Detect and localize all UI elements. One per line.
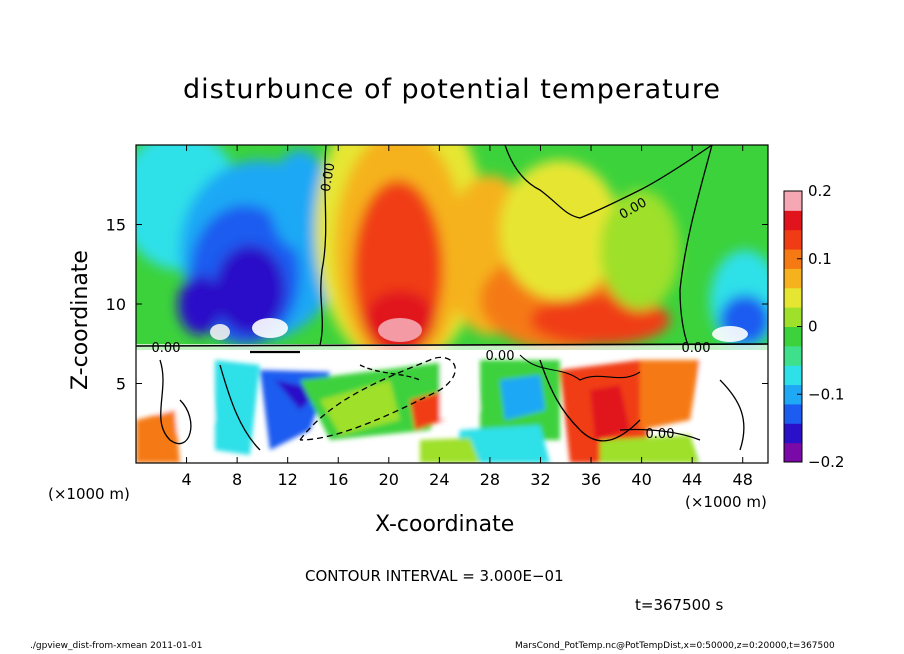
contour-label: 0.00 — [486, 349, 515, 364]
contour-label: 0.00 — [682, 341, 711, 356]
contour-interval-label: CONTOUR INTERVAL = 3.000E−01 — [305, 567, 564, 585]
x-tick-label: 44 — [682, 470, 702, 489]
colorbar-swatch — [784, 365, 802, 386]
colorbar-tick-label: −0.1 — [808, 385, 844, 403]
y-tick-label: 5 — [116, 375, 126, 394]
x-tick-label: 8 — [232, 470, 242, 489]
colorbar-swatch — [784, 210, 802, 231]
time-label: t=367500 s — [635, 596, 724, 614]
y-tick-label: 10 — [106, 295, 126, 314]
footer-source-label: MarsCond_PotTemp.nc@PotTempDist,x=0:5000… — [515, 641, 835, 651]
colorbar-swatch — [784, 229, 802, 250]
colorbar-swatch — [784, 307, 802, 327]
y-axis-label: Z-coordinate — [68, 250, 93, 390]
x-axis-label: X-coordinate — [375, 512, 515, 537]
x-tick-label: 40 — [631, 470, 651, 489]
x-unit-label-right: (×1000 m) — [685, 493, 767, 511]
contour-label: 0.00 — [646, 427, 675, 442]
x-tick-label: 28 — [480, 470, 500, 489]
x-tick-label: 20 — [379, 470, 399, 489]
colorbar-tick-label: 0.2 — [808, 182, 832, 200]
x-tick-label: 16 — [328, 470, 348, 489]
colorbar-swatch — [784, 423, 802, 444]
colorbar-tick-label: 0 — [808, 318, 818, 336]
colorbar-swatch — [784, 326, 802, 347]
contour-lines — [135, 144, 769, 451]
chart-title: disturbunce of potential temperature — [183, 74, 721, 105]
colorbar-swatch — [784, 268, 802, 289]
colorbar-swatch — [784, 384, 802, 405]
colorbar-tick-label: −0.2 — [808, 453, 844, 471]
colorbar-swatch — [784, 191, 802, 211]
footer-script-label: ./gpview_dist-from-xmean 2011-01-01 — [30, 641, 203, 651]
x-tick-label: 48 — [733, 470, 753, 489]
contour-label: 0.00 — [319, 162, 339, 193]
colorbar-tick-label: 0.1 — [808, 250, 832, 268]
colorbar-swatch — [784, 442, 802, 463]
contour-label: 0.00 — [152, 341, 181, 356]
colorbar-swatch — [784, 287, 802, 308]
x-tick-label: 12 — [278, 470, 298, 489]
colorbar: 0.2 0.1 0 −0.1 −0.2 — [783, 182, 844, 471]
x-tick-label: 32 — [530, 470, 550, 489]
y-tick-label: 15 — [106, 216, 126, 235]
x-tick-label: 24 — [429, 470, 449, 489]
colorbar-swatch — [784, 403, 802, 424]
x-tick-label: 4 — [181, 470, 191, 489]
colorbar-swatch — [784, 249, 802, 269]
x-unit-label-left: (×1000 m) — [48, 485, 130, 503]
x-tick-label: 36 — [581, 470, 601, 489]
heatmap-field — [136, 145, 768, 463]
colorbar-swatch — [784, 345, 802, 366]
